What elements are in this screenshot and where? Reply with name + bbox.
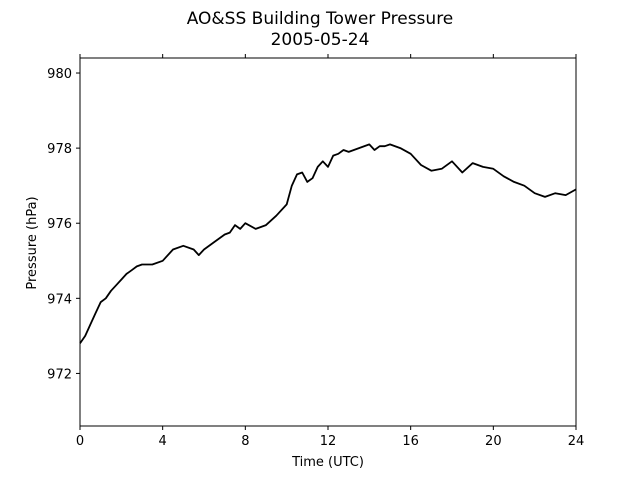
y-tick-label: 972 xyxy=(47,367,72,382)
x-tick-label: 16 xyxy=(402,434,419,449)
x-tick-label: 24 xyxy=(568,434,585,449)
chart-title: AO&SS Building Tower Pressure xyxy=(187,9,454,29)
axis-ticks: 0 4 8 12 16 20 24 972 974 976 978 980 xyxy=(47,54,584,449)
x-tick-label: 8 xyxy=(241,434,249,449)
x-tick-label: 4 xyxy=(159,434,167,449)
x-tick-label: 20 xyxy=(485,434,502,449)
y-tick-label: 974 xyxy=(47,292,72,307)
chart-subtitle: 2005-05-24 xyxy=(271,30,370,50)
x-tick-label: 0 xyxy=(76,434,84,449)
y-tick-label: 978 xyxy=(47,142,72,157)
y-axis-label: Pressure (hPa) xyxy=(25,196,40,289)
plot-area xyxy=(79,143,577,344)
x-axis-label: Time (UTC) xyxy=(291,455,364,470)
pressure-series-line xyxy=(79,143,577,344)
plot-frame xyxy=(79,57,577,427)
y-tick-label: 976 xyxy=(47,217,72,232)
y-tick-label: 980 xyxy=(47,67,72,82)
x-tick-label: 12 xyxy=(320,434,337,449)
